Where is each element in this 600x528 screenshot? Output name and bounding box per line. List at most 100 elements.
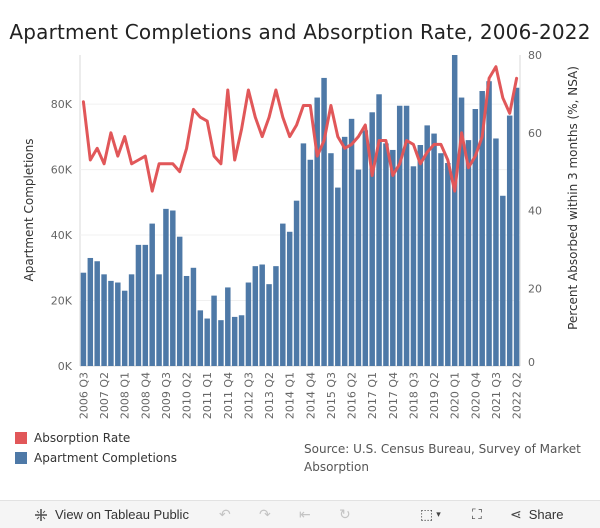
x-tick-label: 2011 Q4 (222, 372, 235, 419)
completions-bar (88, 258, 93, 366)
x-tick-label: 2007 Q2 (98, 372, 111, 419)
completions-bar (149, 224, 154, 366)
refresh-button[interactable]: ↻ (339, 501, 351, 528)
tableau-logo-icon (34, 508, 48, 522)
legend: Absorption Rate Apartment Completions (15, 428, 177, 468)
completions-bar (321, 78, 326, 366)
completions-bar (349, 119, 354, 366)
completions-bar (218, 320, 223, 366)
x-tick-label: 2008 Q1 (119, 372, 132, 419)
completions-bar (108, 281, 113, 366)
completions-bar (514, 88, 519, 366)
download-button[interactable]: ⬚ ▾ (420, 501, 441, 528)
x-tick-label: 2008 Q4 (139, 372, 152, 419)
completions-bar (431, 134, 436, 366)
x-tick-label: 2018 Q3 (407, 372, 420, 419)
right-tick-label: 0 (528, 356, 535, 369)
legend-swatch-completions (15, 452, 27, 464)
completions-bar (308, 160, 313, 366)
source-note: Source: U.S. Census Bureau, Survey of Ma… (304, 440, 584, 476)
completions-bar (335, 188, 340, 366)
completions-bar (81, 273, 86, 366)
completions-bar (493, 138, 498, 366)
completions-bar (225, 287, 230, 366)
completions-bar (253, 266, 258, 366)
right-tick-label: 40 (528, 205, 542, 218)
redo-button[interactable]: ↷ (259, 501, 271, 528)
completions-bar (232, 317, 237, 366)
x-tick-label: 2011 Q1 (201, 372, 214, 419)
completions-bar (211, 296, 216, 366)
x-tick-label: 2014 Q4 (304, 372, 317, 419)
completions-bar (273, 266, 278, 366)
completions-bar (452, 55, 457, 366)
x-tick-label: 2006 Q3 (77, 372, 90, 419)
fullscreen-icon: ⛶ (472, 506, 482, 523)
legend-item-completions[interactable]: Apartment Completions (15, 448, 177, 468)
right-axis-label: Percent Absorbed within 3 months (%, NSA… (566, 66, 580, 330)
completions-bar (170, 211, 175, 367)
undo-button[interactable]: ↶ (219, 501, 231, 528)
completions-bar (328, 153, 333, 366)
x-tick-label: 2015 Q3 (325, 372, 338, 419)
completions-bar (500, 196, 505, 366)
absorption-line (83, 67, 516, 192)
x-tick-label: 2010 Q2 (181, 372, 194, 419)
x-tick-label: 2017 Q4 (387, 372, 400, 419)
completions-bar (356, 170, 361, 366)
completions-bar (424, 125, 429, 366)
completions-bar (507, 116, 512, 366)
right-tick-label: 20 (528, 282, 542, 295)
legend-item-absorption[interactable]: Absorption Rate (15, 428, 177, 448)
refresh-icon: ↻ (339, 506, 351, 523)
completions-bar (383, 143, 388, 366)
revert-button[interactable]: ⇤ (299, 501, 311, 528)
share-icon: ⋖ (510, 506, 522, 523)
legend-swatch-absorption (15, 432, 27, 444)
completions-bar (184, 276, 189, 366)
completions-bar (198, 310, 203, 366)
completions-bars (81, 55, 520, 366)
redo-icon: ↷ (259, 506, 271, 523)
completions-bar (204, 319, 209, 366)
view-on-tableau-label: View on Tableau Public (55, 507, 189, 522)
legend-label: Apartment Completions (34, 451, 177, 465)
left-axis-label: Apartment Completions (22, 139, 36, 282)
completions-bar (191, 268, 196, 366)
completions-bar (445, 163, 450, 366)
completions-bar (342, 137, 347, 366)
x-tick-label: 2012 Q3 (242, 372, 255, 419)
x-tick-label: 2020 Q1 (449, 372, 462, 419)
tableau-toolbar: View on Tableau Public ↶ ↷ ⇤ ↻ ⬚ ▾ ⛶ ⋖ S… (0, 500, 600, 528)
x-tick-label: 2017 Q1 (366, 372, 379, 419)
completions-bar (115, 283, 120, 366)
completions-bar (466, 140, 471, 366)
source-line-1: Source: U.S. Census Bureau, Survey of Ma… (304, 440, 584, 458)
completions-bar (129, 274, 134, 366)
completions-bar (101, 274, 106, 366)
share-button[interactable]: ⋖ Share (510, 501, 563, 528)
completions-bar (376, 94, 381, 366)
revert-icon: ⇤ (299, 506, 311, 523)
absorption-rate-line (83, 67, 516, 191)
x-tick-label: 2022 Q2 (511, 372, 524, 419)
x-tick-label: 2020 Q4 (469, 372, 482, 419)
completions-bar (246, 283, 251, 366)
completions-bar (301, 143, 306, 366)
completions-bar (156, 274, 161, 366)
completions-bar (266, 284, 271, 366)
view-on-tableau-link[interactable]: View on Tableau Public (34, 501, 189, 528)
x-tick-label: 2013 Q2 (263, 372, 276, 419)
x-tick-label: 2021 Q3 (490, 372, 503, 419)
undo-icon: ↶ (219, 506, 231, 523)
x-tick-label: 2009 Q3 (160, 372, 173, 419)
share-label: Share (529, 507, 564, 522)
fullscreen-button[interactable]: ⛶ (472, 501, 482, 528)
x-tick-label: 2014 Q1 (284, 372, 297, 419)
completions-bar (280, 224, 285, 366)
left-tick-label: 80K (51, 98, 73, 111)
source-line-2: Absorption (304, 458, 584, 476)
completions-bar (363, 130, 368, 366)
